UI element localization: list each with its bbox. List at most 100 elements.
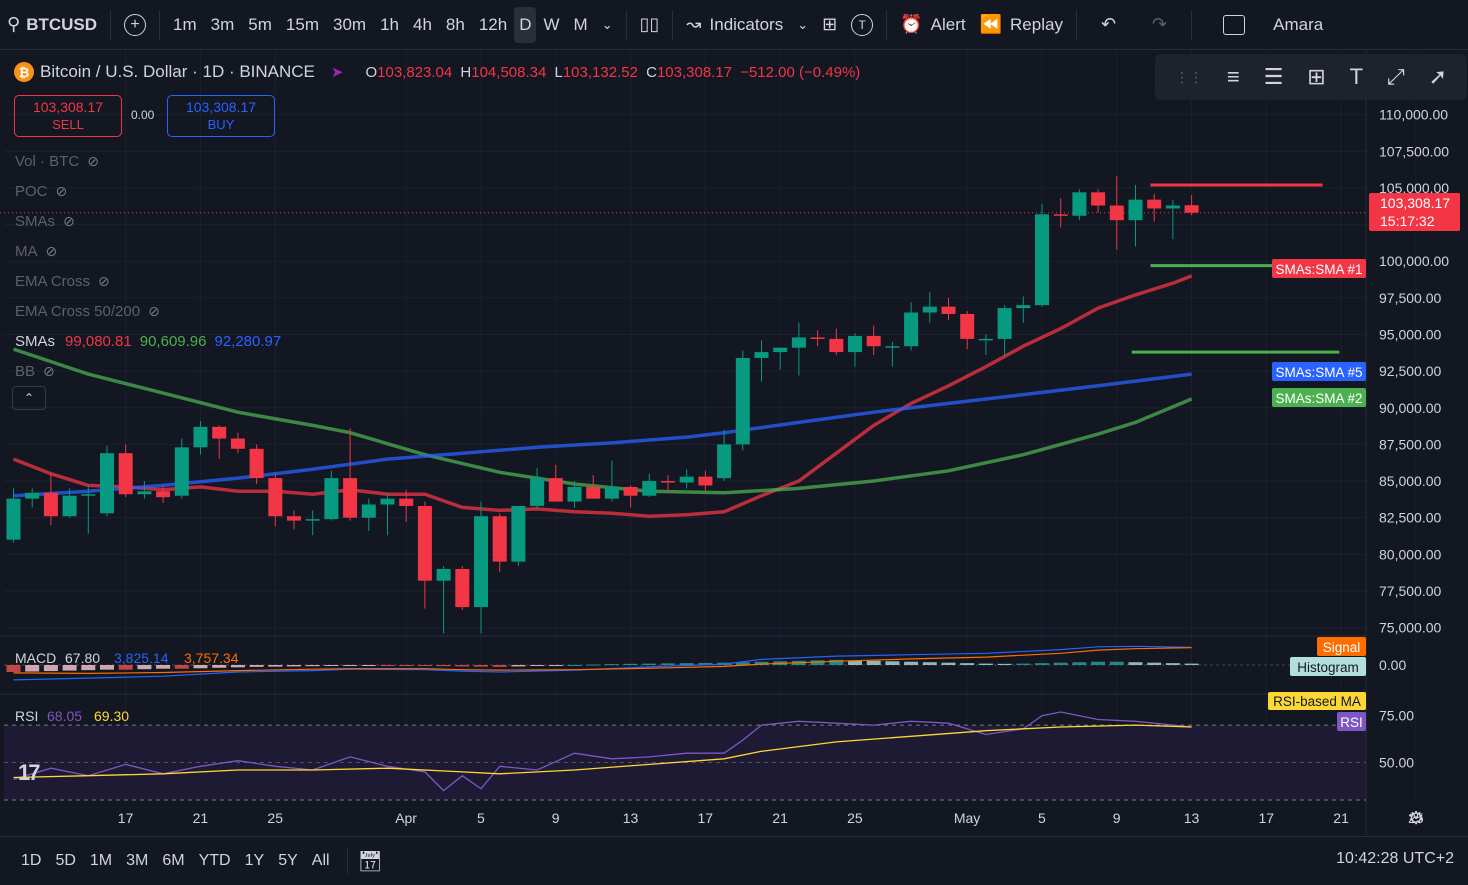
compare-button[interactable]: + — [117, 7, 153, 43]
date-range-icon[interactable]: 📅︎ — [357, 850, 383, 873]
eye-off-icon[interactable]: ⊘ — [63, 212, 75, 229]
eye-off-icon[interactable]: ⊘ — [98, 272, 110, 289]
macd-histogram-bar — [567, 665, 582, 666]
user-name[interactable]: Amara — [1273, 14, 1324, 34]
interval-1h[interactable]: 1h — [380, 14, 399, 34]
layouts-button[interactable]: ⊞ — [815, 7, 844, 43]
collapse-legend-button[interactable]: ⌃ — [12, 386, 46, 410]
bb-label: BB — [15, 362, 36, 380]
chart-area[interactable]: MACD 67.80 3,825.14 3,757.34 RSI 68.05 69.30 … — [0, 51, 1468, 835]
candle-body — [623, 486, 638, 496]
macd-histogram-bar — [193, 665, 208, 669]
fib-levels-icon[interactable]: ≡ — [1226, 64, 1240, 89]
interval-d[interactable]: D — [514, 6, 537, 43]
interval-m[interactable]: M — [573, 14, 588, 34]
arrow-tool-icon[interactable]: ➚ — [1428, 64, 1447, 89]
macd-histogram-bar — [1147, 662, 1162, 665]
chevron-up-icon: ⌃ — [23, 391, 35, 405]
plus-circle-icon: + — [124, 13, 147, 36]
indicators-button[interactable]: ↝ Indicators — [679, 7, 790, 43]
indicator-row[interactable]: MA ⊘ — [15, 236, 281, 266]
parallel-lines-icon[interactable]: ☰ — [1263, 64, 1284, 89]
indicator-row[interactable]: EMA Cross 50/200 ⊘ — [15, 296, 281, 326]
indicator-row[interactable]: Vol · BTC ⊘ — [15, 146, 281, 176]
replay-button[interactable]: ⏪ Replay — [973, 7, 1070, 43]
interval-15m[interactable]: 15m — [285, 14, 319, 34]
eye-off-icon[interactable]: ⊘ — [87, 152, 99, 169]
interval-12h[interactable]: 12h — [478, 14, 508, 34]
eye-off-icon[interactable]: ⊘ — [45, 242, 58, 259]
candle-body — [530, 478, 545, 506]
symbol-description[interactable]: Bitcoin / U.S. Dollar · 1D · BINANCE — [40, 62, 315, 81]
candle-body — [1147, 199, 1162, 209]
candle-body — [717, 444, 732, 479]
timeframe-all[interactable]: All — [311, 852, 330, 869]
interval-8h[interactable]: 8h — [445, 14, 465, 34]
smas-label: SMAs — [15, 332, 56, 350]
redo-button[interactable]: ↷ — [1134, 7, 1185, 43]
candle-body — [960, 313, 975, 339]
tradingview-logo: 17 — [18, 760, 41, 785]
timeframe-1y[interactable]: 1Y — [244, 852, 265, 869]
interval-5m[interactable]: 5m — [248, 14, 272, 34]
sma1-tag-bg — [1272, 259, 1366, 278]
time-axis[interactable]: 17 21 25 Apr 5 9 13 17 21 25 May 5 9 13 17 21 25 — [118, 810, 1424, 826]
smas-legend[interactable]: SMAs 99,080.81 90,609.96 92,280.97 — [15, 326, 281, 356]
indicators-dropdown[interactable]: ⌄ — [790, 7, 815, 43]
rsi-label: RSI — [15, 708, 38, 724]
timeframe-5d[interactable]: 5D — [55, 852, 76, 869]
timeframe-6m[interactable]: 6M — [162, 852, 185, 869]
macd-histogram-bar — [960, 663, 975, 665]
timeframe-ytd[interactable]: YTD — [198, 852, 231, 869]
indicator-row[interactable]: POC ⊘ — [15, 176, 281, 206]
sma5-tag: SMAs:SMA #5 — [1275, 365, 1362, 380]
candle-body — [1053, 214, 1068, 216]
indicator-legend: Vol · BTC ⊘ POC ⊘ SMAs ⊘ MA ⊘ EMA Cross ⊘ EMA Cros… — [15, 146, 281, 386]
interval-30m[interactable]: 30m — [332, 14, 367, 34]
clock[interactable]: 10:42:28 UTC+2 — [1336, 850, 1454, 867]
time-tick-label: 9 — [552, 810, 560, 826]
candle-body — [25, 492, 40, 499]
open-label: O — [365, 63, 378, 81]
divider — [1191, 9, 1193, 40]
macd-histogram-bar — [156, 665, 171, 669]
interval-1m[interactable]: 1m — [173, 14, 197, 34]
sell-price: 103,308.17 — [32, 99, 104, 115]
price-axis[interactable]: 110,000.00 107,500.00 105,000.00 100,000.00… — [1379, 107, 1449, 828]
indicator-label: Vol · BTC — [15, 152, 80, 170]
interval-dropdown[interactable]: ⌄ — [595, 7, 620, 43]
sell-button[interactable]: 103,308.17 SELL — [14, 95, 122, 137]
interval-3m[interactable]: 3m — [210, 14, 235, 34]
candle-body — [511, 505, 526, 562]
timeframe-3m[interactable]: 3M — [126, 852, 149, 869]
spread-value: 0.00 — [131, 108, 155, 122]
time-tick-label: May — [954, 810, 980, 826]
templates-button[interactable]: T — [844, 7, 880, 43]
crosshair-grid-icon[interactable]: ⊞ — [1307, 64, 1326, 89]
sma2-tag: SMAs:SMA #2 — [1275, 391, 1362, 406]
eye-off-icon[interactable]: ⊘ — [148, 302, 160, 319]
layout-button[interactable] — [1216, 7, 1252, 43]
alert-button[interactable]: ⏰ Alert — [893, 7, 972, 43]
chart-type-button[interactable]: ▯▯ — [633, 7, 667, 43]
search-icon: ⚲ — [7, 14, 21, 34]
trend-line-icon[interactable]: ⤢ — [1387, 64, 1405, 89]
bb-legend[interactable]: BB ⊘ — [15, 356, 281, 386]
eye-off-icon[interactable]: ⊘ — [55, 182, 68, 199]
indicator-row[interactable]: EMA Cross ⊘ — [15, 266, 281, 296]
timeframe-5y[interactable]: 5Y — [278, 852, 298, 869]
price-chart[interactable]: MACD 67.80 3,825.14 3,757.34 RSI 68.05 69.30 … — [0, 51, 1468, 835]
timeframe-1m[interactable]: 1M — [89, 852, 113, 869]
interval-4h[interactable]: 4h — [412, 14, 432, 34]
text-tool-icon[interactable]: T — [1349, 64, 1364, 89]
divider — [110, 9, 112, 40]
indicator-row[interactable]: SMAs ⊘ — [15, 206, 281, 236]
drag-handle-icon[interactable]: ⋮⋮ — [1174, 68, 1203, 85]
timeframe-1d[interactable]: 1D — [21, 852, 42, 869]
eye-off-icon[interactable]: ⊘ — [43, 362, 55, 379]
symbol-search[interactable]: ⚲ BTCUSD — [0, 7, 104, 43]
interval-w[interactable]: W — [543, 14, 560, 34]
undo-button[interactable]: ↶ — [1083, 7, 1134, 43]
buy-button[interactable]: 103,308.17 BUY — [167, 95, 275, 137]
share-icon[interactable]: ➤ — [330, 64, 344, 81]
